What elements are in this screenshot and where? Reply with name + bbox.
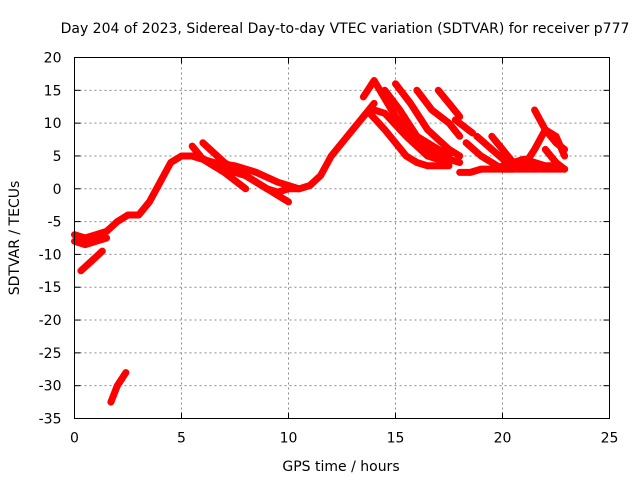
x-tick-label: 10 bbox=[280, 431, 298, 447]
x-tick-label: 20 bbox=[494, 431, 512, 447]
x-axis-label: GPS time / hours bbox=[282, 459, 399, 475]
x-tick-label: 25 bbox=[601, 431, 619, 447]
y-tick-label: 20 bbox=[44, 51, 62, 67]
series-track-b bbox=[71, 234, 111, 249]
grid bbox=[74, 57, 610, 419]
series-track-v bbox=[531, 106, 569, 153]
y-tick-label: 15 bbox=[44, 83, 62, 99]
y-tick-label: -20 bbox=[39, 313, 62, 329]
x-tick-label: 5 bbox=[177, 431, 186, 447]
y-tick-label: 5 bbox=[53, 149, 62, 165]
series-track-c bbox=[77, 247, 106, 275]
y-tick-label: -25 bbox=[39, 346, 62, 362]
series-track-w bbox=[541, 145, 569, 173]
axis-ticks bbox=[74, 57, 610, 419]
y-axis-label: SDTVAR / TECUs bbox=[7, 181, 23, 296]
y-tick-label: -30 bbox=[39, 379, 62, 395]
y-tick-label: 0 bbox=[53, 182, 62, 198]
plot-frame bbox=[74, 57, 610, 419]
x-tick-label: 15 bbox=[387, 431, 405, 447]
x-tick-label: 0 bbox=[70, 431, 79, 447]
chart-title: Day 204 of 2023, Sidereal Day-to-day VTE… bbox=[61, 21, 630, 37]
series-track-n bbox=[434, 86, 464, 121]
series-track-f bbox=[188, 142, 250, 193]
data-series bbox=[71, 77, 569, 406]
series-track-g bbox=[199, 139, 292, 206]
tick-labels: 0 5 10 15 20 25 -35 -30 -25 -20 -15 -10 -5 0 5 10 15 20 bbox=[39, 51, 619, 447]
y-tick-label: -5 bbox=[48, 215, 62, 231]
y-tick-label: -15 bbox=[39, 280, 62, 296]
series-track-d bbox=[107, 369, 130, 406]
series-track-j bbox=[366, 109, 453, 170]
series-track-q bbox=[462, 139, 517, 173]
y-tick-label: -10 bbox=[39, 247, 62, 263]
series-track-l bbox=[392, 80, 464, 160]
series-track-m bbox=[413, 86, 464, 140]
series-track-k bbox=[381, 86, 453, 160]
series-track-o bbox=[451, 116, 476, 137]
series-track-i bbox=[370, 106, 453, 166]
y-tick-label: 10 bbox=[44, 116, 62, 132]
y-tick-label: -35 bbox=[39, 412, 62, 428]
